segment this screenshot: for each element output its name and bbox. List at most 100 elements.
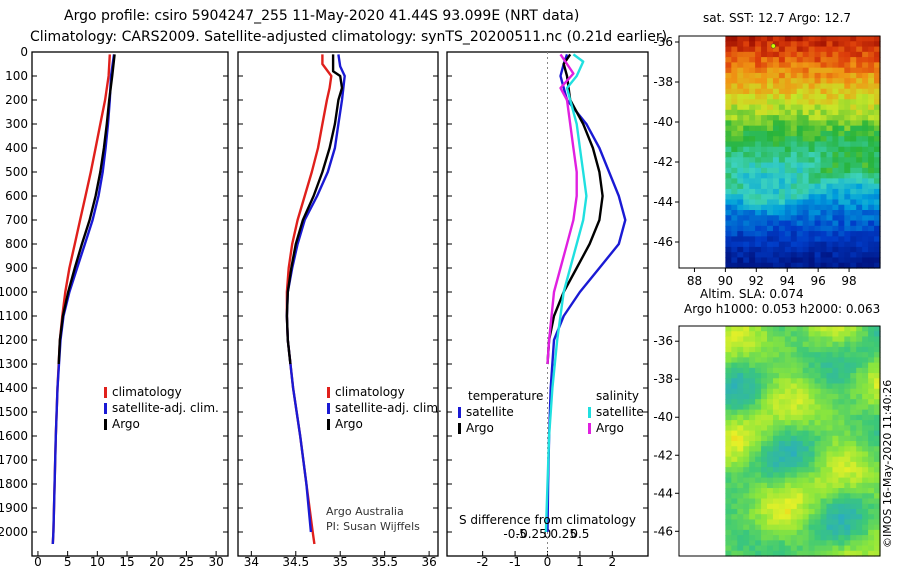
difference-salinity-tick-label: 0.5	[570, 527, 589, 541]
difference-x-tick-label: -2	[477, 555, 489, 569]
salinity-legend-label: climatology	[335, 385, 405, 399]
sst-lat-tick-label: -42	[653, 155, 673, 169]
difference-series-temperature-argo	[546, 53, 604, 365]
temperature-x-tick-label: 30	[208, 555, 223, 569]
difference-legend-label: Argo	[466, 421, 494, 435]
salinity-legend-label: Argo	[335, 417, 363, 431]
depth-tick-label: 1400	[0, 381, 28, 395]
difference-salinity-tick-label: 0.25	[550, 527, 577, 541]
depth-tick-label: 1000	[0, 285, 28, 299]
depth-tick-label: 1100	[0, 309, 28, 323]
difference-legend-swatch	[588, 407, 591, 418]
sst-lat-tick-label: -46	[653, 235, 673, 249]
depth-tick-label: 500	[5, 165, 28, 179]
temperature-x-tick-label: 25	[179, 555, 194, 569]
depth-tick-label: 900	[5, 261, 28, 275]
temperature-legend-label: satellite-adj. clim.	[112, 401, 219, 415]
salinity-legend-swatch	[327, 387, 330, 398]
sst-lat-tick-label: -40	[653, 115, 673, 129]
sst-lat-tick-label: -38	[653, 75, 673, 89]
difference-legend-label: satellite	[596, 405, 644, 419]
depth-tick-label: 700	[5, 213, 28, 227]
depth-tick-label: 1700	[0, 453, 28, 467]
difference-series-salinity-argo	[546, 53, 578, 365]
sla-lat-tick-label: -38	[653, 372, 673, 386]
difference-legend-swatch	[588, 423, 591, 434]
sst-lon-tick-label: 88	[687, 274, 702, 288]
salinity-panel-frame	[237, 51, 439, 557]
difference-legend-title-salinity: salinity	[596, 389, 639, 403]
sst-lat-tick-label: -44	[653, 195, 673, 209]
sst-map-frame	[678, 35, 881, 269]
temperature-legend-swatch	[104, 403, 107, 414]
temperature-x-tick-label: 15	[119, 555, 134, 569]
depth-tick-label: 1600	[0, 429, 28, 443]
temperature-legend-label: Argo	[112, 417, 140, 431]
salinity-legend-swatch	[327, 419, 330, 430]
temperature-legend-swatch	[104, 419, 107, 430]
temperature-x-tick-label: 5	[64, 555, 72, 569]
temperature-series-argo	[57, 54, 116, 365]
depth-tick-label: 400	[5, 141, 28, 155]
depth-tick-label: 600	[5, 189, 28, 203]
credit-org: Argo Australia	[326, 505, 404, 518]
depth-tick-label: 100	[5, 69, 28, 83]
sla-lat-tick-label: -46	[653, 524, 673, 538]
sst-map-cells	[725, 36, 881, 269]
salinity-series-argo	[285, 54, 344, 365]
sla-lat-tick-label: -42	[653, 448, 673, 462]
difference-legend-title-temperature: temperature	[468, 389, 543, 403]
difference-salinity-tick-label: -0.5	[503, 527, 526, 541]
salinity-x-tick-label: 35.5	[371, 555, 398, 569]
sla-map-frame	[678, 325, 881, 557]
salinity-x-tick-label: 36	[421, 555, 436, 569]
sst-lon-tick-label: 90	[718, 274, 733, 288]
difference-series-salinity-satellite	[544, 53, 588, 533]
sla-lat-tick-label: -40	[653, 410, 673, 424]
imos-timestamp: ©IMOS 16-May-2020 11:40:26	[881, 380, 894, 548]
credit-pi: PI: Susan Wijffels	[326, 520, 420, 533]
temperature-x-tick-label: 20	[149, 555, 164, 569]
difference-title: S difference from climatology	[459, 513, 636, 527]
depth-tick-label: 1300	[0, 357, 28, 371]
depth-tick-label: 1800	[0, 477, 28, 491]
temperature-legend-swatch	[104, 387, 107, 398]
depth-tick-label: 1900	[0, 501, 28, 515]
sst-lon-tick-label: 94	[780, 274, 795, 288]
difference-x-tick-label: 1	[576, 555, 584, 569]
difference-salinity-tick-label: -0.25	[516, 527, 547, 541]
salinity-legend-label: satellite-adj. clim.	[335, 401, 442, 415]
sst-lon-tick-label: 96	[811, 274, 826, 288]
temperature-legend-label: climatology	[112, 385, 182, 399]
salinity-x-tick-label: 34	[244, 555, 259, 569]
difference-legend-swatch	[458, 407, 461, 418]
sla-map-title: Altim. SLA: 0.074	[700, 287, 804, 301]
depth-tick-label: 1500	[0, 405, 28, 419]
depth-tick-label: 300	[5, 117, 28, 131]
temperature-panel-frame	[31, 51, 229, 557]
sst-lat-tick-label: -36	[653, 35, 673, 49]
sla-map-subtitle: Argo h1000: 0.053 h2000: 0.063	[684, 302, 880, 316]
title-line-1: Argo profile: csiro 5904247_255 11-May-2…	[64, 8, 579, 24]
difference-legend-label: satellite	[466, 405, 514, 419]
argo-position-marker	[770, 43, 776, 49]
sla-map-cells	[725, 326, 881, 557]
difference-x-tick-label: 2	[609, 555, 617, 569]
temperature-x-tick-label: 10	[90, 555, 105, 569]
depth-tick-label: 800	[5, 237, 28, 251]
sla-lat-tick-label: -36	[653, 334, 673, 348]
temperature-x-tick-label: 0	[34, 555, 42, 569]
difference-legend-label: Argo	[596, 421, 624, 435]
sla-lat-tick-label: -44	[653, 486, 673, 500]
depth-tick-label: 200	[5, 93, 28, 107]
difference-legend-swatch	[458, 423, 461, 434]
title-line-2: Climatology: CARS2009. Satellite-adjuste…	[30, 29, 667, 45]
difference-x-tick-label: -1	[509, 555, 521, 569]
sst-lon-tick-label: 98	[841, 274, 856, 288]
salinity-legend-swatch	[327, 403, 330, 414]
depth-tick-label: 2000	[0, 525, 28, 539]
sst-map-title: sat. SST: 12.7 Argo: 12.7	[703, 11, 851, 25]
salinity-x-tick-label: 34.5	[282, 555, 309, 569]
sst-lon-tick-label: 92	[749, 274, 764, 288]
